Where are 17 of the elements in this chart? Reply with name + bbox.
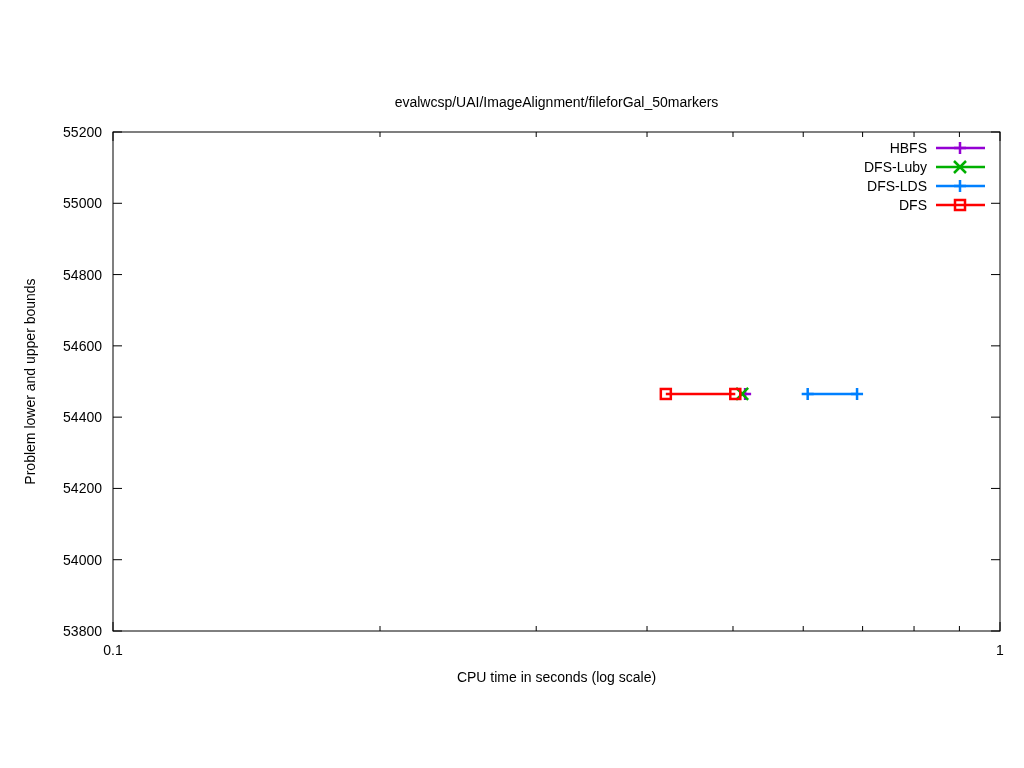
y-tick-label: 54400 bbox=[63, 409, 103, 426]
y-tick-label: 53800 bbox=[63, 623, 103, 639]
x-tick-label: 0.1 bbox=[103, 642, 123, 658]
chart-title: evalwcsp/UAI/ImageAlignment/fileforGal_50markers bbox=[394, 94, 719, 110]
legend-label: DFS-LDS bbox=[867, 178, 927, 194]
x-axis-title: CPU time in seconds (log scale) bbox=[456, 669, 657, 685]
legend-label: DFS-Luby bbox=[863, 159, 927, 175]
y-tick-label: 54000 bbox=[63, 551, 103, 568]
legend-label: DFS bbox=[899, 197, 927, 213]
x-tick-label: 1 bbox=[996, 642, 1005, 658]
y-tick-label: 54800 bbox=[63, 266, 103, 283]
legend-label: HBFS bbox=[889, 140, 927, 156]
y-tick-label: 54600 bbox=[63, 337, 103, 354]
y-tick-label: 55200 bbox=[63, 124, 103, 140]
y-axis-title: Problem lower and upper bounds bbox=[22, 278, 38, 485]
y-tick-label: 55000 bbox=[63, 195, 103, 212]
y-tick-label: 54200 bbox=[63, 480, 103, 497]
